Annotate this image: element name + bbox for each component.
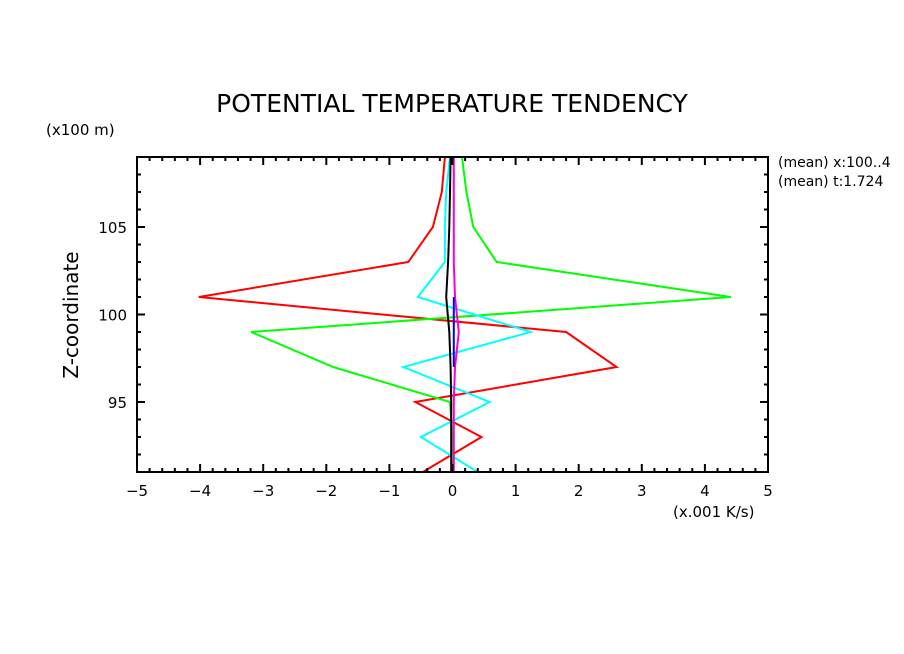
- series-line-magenta: [452, 157, 460, 472]
- series-line-red: [198, 157, 620, 472]
- x-tick-label: −2: [315, 482, 337, 500]
- x-tick-label: −3: [252, 482, 274, 500]
- series-layer: [198, 157, 731, 472]
- chart-title: POTENTIAL TEMPERATURE TENDENCY: [216, 89, 688, 118]
- series-line-green: [250, 157, 731, 472]
- x-axis-label: (x.001 K/s): [673, 503, 754, 521]
- x-tick-label: 3: [637, 482, 647, 500]
- x-tick-label: −5: [126, 482, 148, 500]
- annotation-mean-t: (mean) t:1.724: [778, 174, 883, 190]
- series-line-cyan: [400, 157, 535, 472]
- y-tick-labels: 95 100 105: [98, 219, 127, 412]
- x-tick-label: 1: [511, 482, 521, 500]
- x-tick-label: 0: [448, 482, 458, 500]
- x-tick-label: 4: [700, 482, 710, 500]
- y-tick-label: 105: [98, 219, 127, 237]
- x-tick-label: 2: [574, 482, 584, 500]
- y-tick-label: 100: [98, 307, 127, 325]
- annotation-mean-x: (mean) x:100..4: [778, 155, 891, 171]
- x-tick-label: −4: [189, 482, 211, 500]
- x-tick-label: −1: [378, 482, 400, 500]
- x-tick-label: 5: [763, 482, 773, 500]
- x-tick-labels: −5 −4 −3 −2 −1 0 1 2 3 4 5: [126, 482, 773, 500]
- y-tick-label: 95: [108, 394, 127, 412]
- series-line-black: [445, 157, 453, 472]
- ticks: [136, 156, 769, 473]
- y-axis-label: Z-coordinate: [59, 251, 83, 378]
- y-units-label: (x100 m): [46, 121, 115, 139]
